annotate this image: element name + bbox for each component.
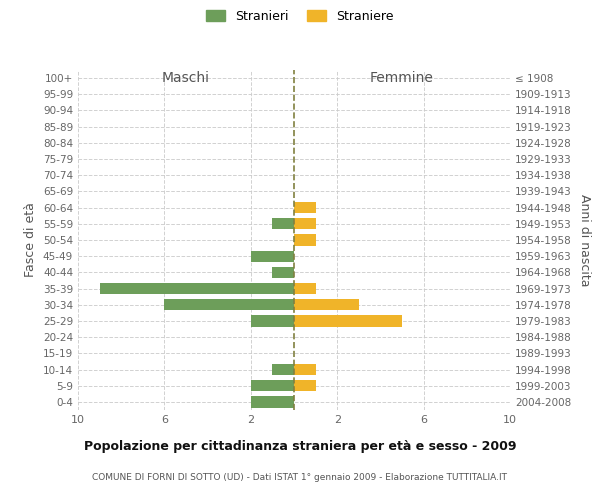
Bar bbox=[294, 202, 316, 213]
Bar bbox=[251, 396, 294, 407]
Bar bbox=[294, 380, 316, 392]
Bar bbox=[164, 299, 294, 310]
Y-axis label: Anni di nascita: Anni di nascita bbox=[578, 194, 591, 286]
Y-axis label: Fasce di età: Fasce di età bbox=[25, 202, 37, 278]
Bar bbox=[100, 283, 294, 294]
Legend: Stranieri, Straniere: Stranieri, Straniere bbox=[202, 5, 398, 28]
Bar bbox=[294, 234, 316, 246]
Bar bbox=[294, 316, 402, 326]
Bar bbox=[272, 266, 294, 278]
Text: Maschi: Maschi bbox=[162, 71, 210, 85]
Bar bbox=[294, 364, 316, 375]
Bar bbox=[294, 283, 316, 294]
Bar bbox=[251, 250, 294, 262]
Bar bbox=[272, 218, 294, 230]
Text: COMUNE DI FORNI DI SOTTO (UD) - Dati ISTAT 1° gennaio 2009 - Elaborazione TUTTIT: COMUNE DI FORNI DI SOTTO (UD) - Dati IST… bbox=[92, 472, 508, 482]
Bar bbox=[294, 299, 359, 310]
Text: Femmine: Femmine bbox=[370, 71, 434, 85]
Bar bbox=[251, 316, 294, 326]
Text: Popolazione per cittadinanza straniera per età e sesso - 2009: Popolazione per cittadinanza straniera p… bbox=[84, 440, 516, 453]
Bar bbox=[294, 218, 316, 230]
Bar bbox=[251, 380, 294, 392]
Bar bbox=[272, 364, 294, 375]
